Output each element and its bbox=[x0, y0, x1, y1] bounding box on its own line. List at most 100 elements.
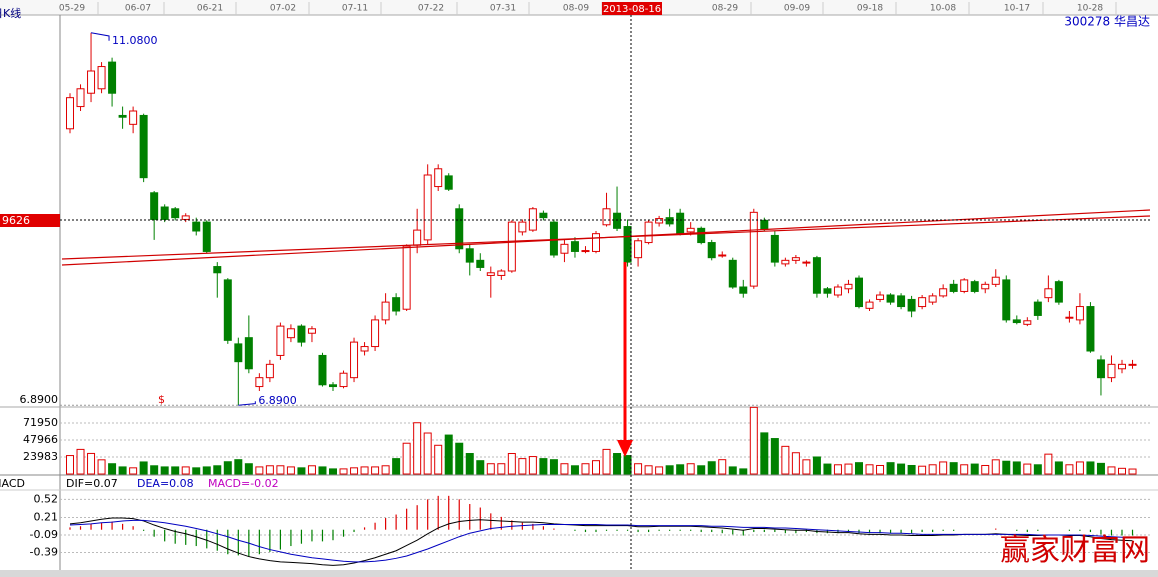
volume-bar bbox=[1012, 461, 1021, 475]
volume-bar bbox=[350, 467, 359, 475]
volume-bar bbox=[676, 464, 685, 475]
candle-body bbox=[87, 70, 96, 94]
volume-bar bbox=[728, 466, 737, 475]
volume-bar bbox=[634, 463, 643, 475]
candle-body bbox=[1002, 279, 1011, 321]
volume-bar bbox=[244, 463, 253, 475]
candle-body bbox=[171, 208, 180, 219]
candle-body bbox=[150, 192, 159, 220]
candle-body bbox=[770, 234, 779, 263]
candle-body bbox=[129, 110, 138, 125]
volume-bar bbox=[392, 458, 401, 475]
volume-bar bbox=[886, 462, 895, 475]
volume-bar bbox=[1096, 462, 1105, 475]
candle-body bbox=[833, 286, 842, 296]
crosshair-label: 9626 bbox=[2, 214, 30, 227]
macd-readout: MACD=-0.02 bbox=[208, 477, 279, 490]
volume-bar bbox=[549, 459, 558, 475]
candle-body bbox=[202, 221, 211, 252]
candle-body bbox=[928, 295, 937, 303]
volume-bar bbox=[855, 462, 863, 475]
dea-readout: DEA=0.08 bbox=[137, 477, 194, 490]
y-tick-label: 47966 bbox=[23, 433, 58, 446]
candle-body bbox=[97, 66, 106, 90]
cursor-date: 2013-08-16 bbox=[603, 4, 661, 15]
y-tick-label: 71950 bbox=[23, 416, 58, 429]
candle-body bbox=[907, 298, 916, 312]
candle-body bbox=[507, 221, 516, 272]
candle-body bbox=[108, 61, 117, 94]
candle-body bbox=[749, 211, 758, 287]
volume-bar bbox=[644, 465, 653, 475]
volume-bar bbox=[1075, 461, 1084, 475]
volume-bar bbox=[1054, 461, 1063, 475]
volume-bar bbox=[108, 463, 117, 475]
volume-bar bbox=[707, 461, 716, 475]
date-label: 10-28 bbox=[1077, 4, 1103, 14]
volume-bar bbox=[171, 466, 180, 475]
volume-bar bbox=[791, 452, 800, 475]
candle-body bbox=[392, 297, 401, 312]
candle-body bbox=[634, 240, 643, 259]
candle-body bbox=[318, 354, 327, 386]
volume-bar bbox=[528, 456, 537, 475]
date-label: 07-02 bbox=[270, 4, 296, 14]
candle-body bbox=[402, 245, 411, 310]
volume-bar bbox=[465, 453, 474, 475]
dif-readout: DIF=0.07 bbox=[66, 477, 118, 490]
volume-bar bbox=[812, 456, 821, 475]
cursor-date-box bbox=[602, 2, 662, 15]
volume-bar bbox=[192, 467, 201, 475]
volume-bar bbox=[255, 466, 264, 475]
candle-body bbox=[286, 328, 295, 339]
volume-bar bbox=[497, 463, 506, 475]
candle-body bbox=[423, 174, 432, 241]
volume-bar bbox=[1107, 466, 1116, 475]
annotation-leader bbox=[90, 32, 110, 41]
volume-bar bbox=[570, 465, 579, 475]
volume-bar bbox=[518, 458, 527, 475]
volume-bar bbox=[718, 459, 727, 475]
volume-bar bbox=[581, 463, 590, 475]
volume-bar bbox=[87, 452, 96, 475]
volume-bar bbox=[665, 465, 674, 475]
candle-body bbox=[1065, 316, 1074, 319]
date-label: 06-07 bbox=[125, 4, 151, 14]
candle-body bbox=[897, 295, 906, 308]
date-label: 07-31 bbox=[490, 4, 516, 14]
volume-bar bbox=[949, 462, 958, 475]
volume-bar bbox=[686, 463, 695, 475]
macd-title: MACD bbox=[0, 477, 25, 490]
volume-bar bbox=[939, 461, 948, 475]
candle-body bbox=[791, 257, 800, 261]
candle-body bbox=[1118, 363, 1126, 370]
volume-bar bbox=[1002, 460, 1011, 475]
crosshair-label-box bbox=[0, 214, 60, 227]
volume-bar bbox=[360, 466, 369, 475]
candle-body bbox=[1044, 288, 1053, 299]
stock-code: 300278 华昌达 bbox=[1064, 15, 1150, 29]
date-label: 09-18 bbox=[857, 4, 883, 14]
date-label: 08-09 bbox=[563, 4, 589, 14]
volume-bar bbox=[623, 455, 632, 475]
volume-bar bbox=[444, 434, 453, 475]
volume-bar bbox=[307, 465, 316, 475]
candle-body bbox=[329, 384, 337, 388]
volume-bar bbox=[1044, 453, 1053, 475]
candle-body bbox=[781, 259, 790, 265]
trend-line bbox=[61, 215, 1151, 260]
candle-body bbox=[244, 337, 253, 370]
candle-body bbox=[728, 259, 737, 288]
candle-body bbox=[991, 276, 1000, 285]
candle-body bbox=[939, 288, 948, 297]
volume-bar bbox=[434, 444, 443, 475]
candle-body bbox=[613, 212, 622, 229]
candle-body bbox=[455, 208, 464, 250]
volume-bar bbox=[1118, 467, 1126, 475]
volume-bar bbox=[476, 460, 485, 475]
candle-body bbox=[181, 215, 190, 220]
volume-bar bbox=[276, 465, 285, 475]
y-tick-label: 23983 bbox=[23, 450, 58, 463]
candle-body bbox=[697, 227, 706, 244]
